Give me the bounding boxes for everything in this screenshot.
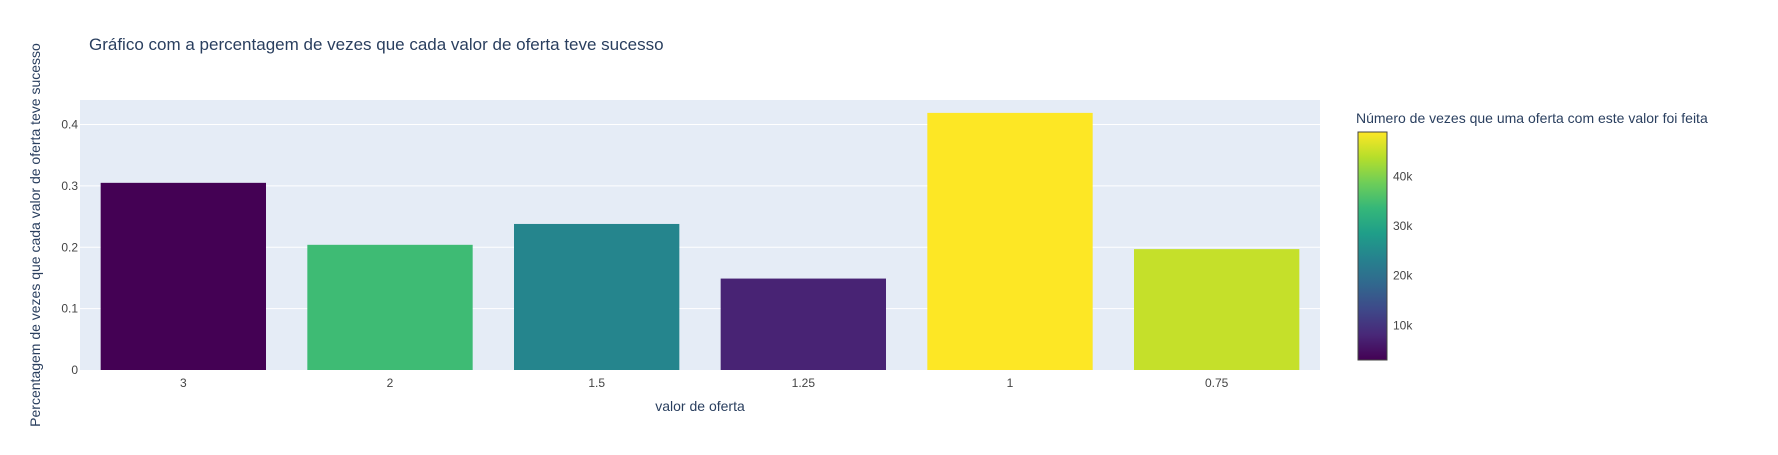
plot-area (80, 100, 1320, 370)
y-axis-title: Percentagem de vezes que cada valor de o… (27, 43, 43, 427)
y-tick-label: 0.3 (61, 179, 78, 193)
colorbar-ticks: 10k 20k 30k 40k (1393, 170, 1413, 333)
x-axis-ticks: 3 2 1.5 1.25 1 0.75 (180, 376, 1229, 390)
gridlines (80, 124, 1320, 310)
colorbar-tick-label: 30k (1393, 219, 1413, 233)
colorbar-tick-label: 40k (1393, 170, 1413, 184)
y-tick-label: 0.2 (61, 240, 78, 254)
x-tick-label: 2 (387, 376, 394, 390)
colorbar-tick-label: 20k (1393, 269, 1413, 283)
x-tick-label: 3 (180, 376, 187, 390)
x-tick-label: 0.75 (1205, 376, 1229, 390)
bar-1-5 (514, 223, 680, 370)
x-tick-label: 1.25 (792, 376, 816, 390)
bar-1 (927, 112, 1093, 371)
x-tick-label: 1 (1007, 376, 1014, 390)
bar-3 (100, 182, 267, 370)
bar-1-25 (720, 278, 886, 370)
colorbar-tick-label: 10k (1393, 318, 1413, 332)
colorbar-title: Número de vezes que uma oferta com este … (1356, 110, 1708, 126)
y-tick-label: 0.1 (61, 302, 78, 316)
y-tick-label: 0 (71, 363, 78, 377)
bars (100, 112, 1300, 371)
y-tick-label: 0.4 (61, 118, 78, 132)
y-axis-ticks: 0 0.1 0.2 0.3 0.4 (61, 118, 78, 377)
bar-0-75 (1134, 249, 1300, 370)
chart-title: Gráfico com a percentagem de vezes que c… (89, 35, 664, 54)
colorbar (1357, 131, 1388, 361)
x-tick-label: 1.5 (588, 376, 605, 390)
x-axis-title: valor de oferta (655, 398, 745, 414)
bar-2 (307, 244, 473, 370)
